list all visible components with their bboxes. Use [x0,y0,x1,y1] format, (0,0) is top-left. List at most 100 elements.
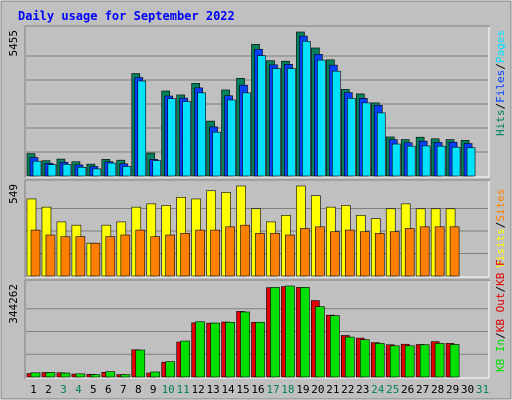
bar-pages-day-3 [62,164,72,177]
panel-volume [24,279,490,379]
bar-kb-in-day-27 [419,344,430,378]
bar-sites-day-14 [225,226,235,277]
bar-kb-in-day-12 [195,321,205,378]
bar-kb-in-day-8 [135,349,146,378]
bar-kb-in-day-19 [300,287,310,378]
x-axis-labels: 1 2 3 4 5 6 7 8 9 10 11 12 13 14 15 16 17 18 19 20 21 22 23 24 2… [30,383,489,396]
chart-panels [24,25,490,379]
bar-kb-in-day-17 [270,287,280,378]
bar-kb-in-day-29 [449,344,460,378]
bar-sites-day-23 [359,231,370,277]
y-axis-max-labels: 5455 549 344262 [7,30,20,324]
bar-pages-day-11 [182,101,191,177]
bar-pages-day-21 [332,70,341,177]
bar-pages-day-7 [122,166,132,177]
legend-entry: / [494,222,507,229]
legend-entry: KB Out [494,293,507,333]
bar-kb-in-day-21 [330,315,340,378]
bar-pages-day-1 [32,160,42,177]
bar-pages-day-15 [242,92,251,177]
x-tick-label-day-1: 1 [30,383,37,396]
legend-entry: / [494,63,507,70]
bar-pages-day-16 [257,55,266,177]
bar-pages-day-9 [152,160,162,177]
bar-kb-in-day-10 [165,361,176,378]
bar-pages-day-8 [137,80,147,177]
x-tick-label-day-26: 26 [401,383,414,396]
bar-kb-in-day-14 [225,321,235,378]
x-tick-label-day-5: 5 [90,383,97,396]
bar-sites-day-21 [330,231,340,277]
legend-top: Hits/Files/Pages [494,30,507,136]
x-tick-label-day-22: 22 [341,383,354,396]
x-tick-label-day-9: 9 [150,383,157,396]
bar-pages-day-17 [272,68,281,177]
legend-entry: KB In [494,339,507,372]
bar-pages-day-30 [466,147,476,177]
bar-sites-day-22 [345,229,355,277]
x-tick-label-day-7: 7 [120,383,127,396]
bar-sites-day-9 [150,236,161,277]
bar-pages-day-12 [197,92,206,177]
bar-sites-day-3 [60,236,71,277]
bar-pages-day-20 [317,59,326,177]
x-tick-label-day-23: 23 [356,383,369,396]
bar-pages-day-2 [47,164,57,177]
legend-entry: Hits [494,110,507,137]
x-tick-label-day-4: 4 [75,383,82,396]
bar-kb-in-day-2 [45,372,56,378]
bar-sites-day-4 [75,236,86,277]
bar-sites-day-5 [90,242,101,277]
series-pages [32,41,476,177]
x-tick-label-day-3: 3 [60,383,67,396]
y-max-label-visitors: 549 [7,184,20,204]
bar-pages-day-27 [421,145,431,177]
bar-kb-in-day-9 [150,371,161,378]
x-tick-label-day-27: 27 [416,383,429,396]
bar-pages-day-22 [347,98,356,177]
bar-kb-in-day-3 [60,372,71,378]
bar-sites-day-26 [404,228,415,277]
x-tick-label-day-14: 14 [221,383,235,396]
legend-middle: Visits/Sites [494,189,507,269]
bar-pages-day-4 [77,166,87,177]
bar-sites-day-8 [135,229,146,277]
bar-sites-day-18 [285,234,295,277]
bar-pages-day-28 [436,145,446,177]
bar-sites-day-12 [195,229,205,277]
bar-pages-day-29 [451,146,461,177]
bar-sites-day-7 [120,234,131,277]
bar-pages-day-14 [227,99,236,177]
x-tick-label-day-20: 20 [311,383,324,396]
bar-pages-day-10 [167,98,177,177]
bar-kb-in-day-24 [374,343,385,378]
bar-sites-day-25 [389,231,400,277]
bar-sites-day-16 [255,233,265,277]
bar-sites-day-15 [240,224,250,277]
bar-sites-day-17 [270,233,280,277]
bar-kb-in-day-23 [359,339,370,378]
bar-sites-day-11 [180,233,190,277]
legend-entry: KB F [494,259,507,286]
bar-pages-day-6 [107,162,117,177]
bar-sites-day-20 [315,226,325,277]
chart-title: Daily usage for September 2022 [18,9,235,23]
panel-visitors [24,179,490,278]
bar-kb-in-day-20 [315,306,325,378]
bar-pages-day-19 [302,41,311,177]
bar-kb-in-day-11 [180,340,190,378]
x-tick-label-day-29: 29 [446,383,459,396]
bar-pages-day-25 [391,143,401,177]
bar-pages-day-23 [361,102,371,177]
x-tick-label-day-16: 16 [251,383,264,396]
bar-sites-day-27 [419,226,430,277]
x-tick-label-day-18: 18 [281,383,294,396]
x-tick-label-day-2: 2 [45,383,52,396]
x-tick-label-day-25: 25 [386,383,399,396]
bar-pages-day-18 [287,68,296,177]
bar-kb-in-day-25 [389,345,400,378]
x-tick-label-day-13: 13 [206,383,219,396]
bar-pages-day-24 [376,112,386,177]
